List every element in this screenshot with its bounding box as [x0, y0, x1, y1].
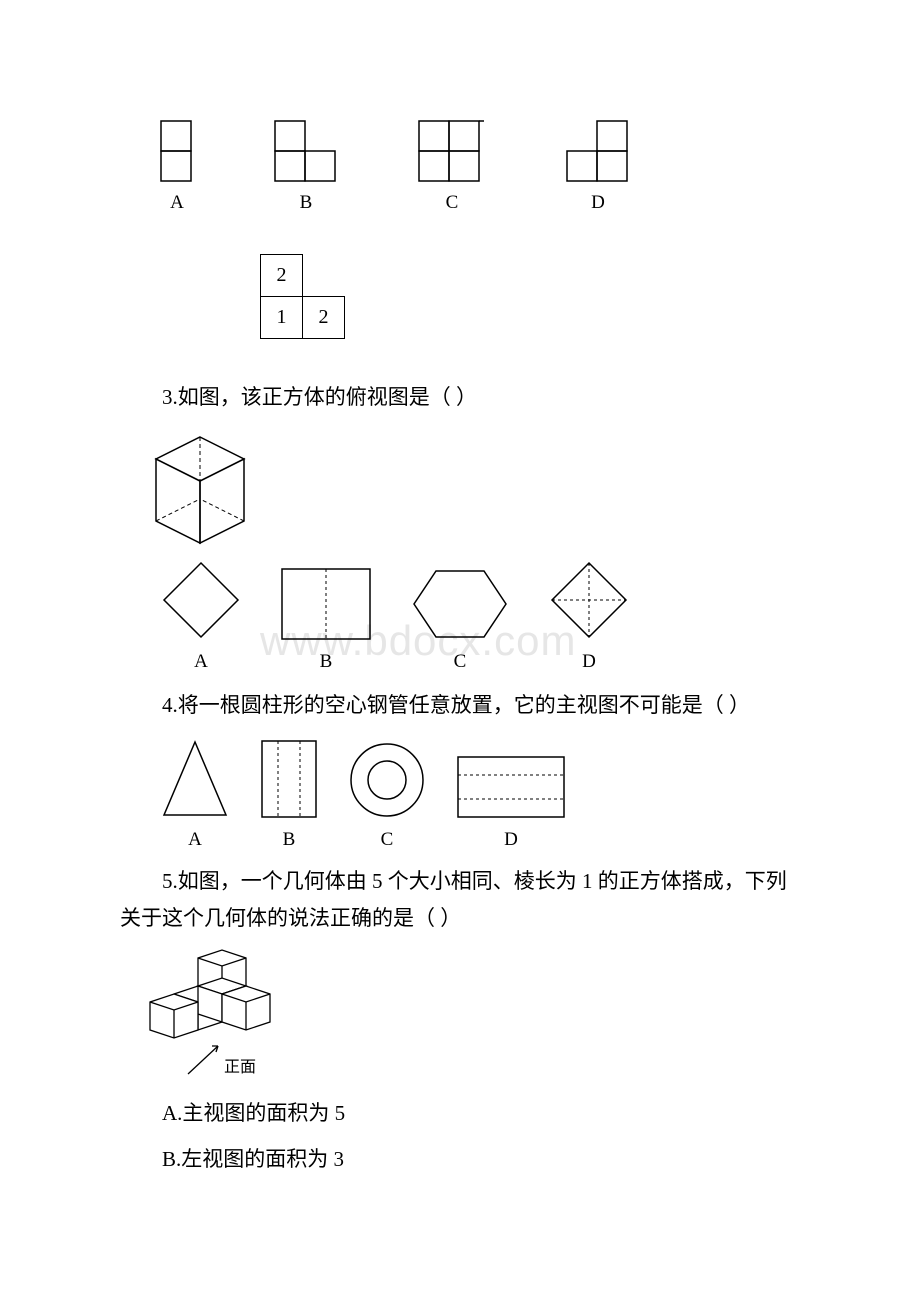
q5-text: 5.如图，一个几何体由 5 个大小相同、棱长为 1 的正方体搭成，下列关于这个几…: [120, 863, 800, 939]
q4-c-label: C: [381, 829, 394, 851]
option-c: C: [418, 120, 486, 214]
q4-option-c: C: [348, 741, 426, 851]
q4-a-label: A: [188, 829, 202, 851]
option-b: B: [274, 120, 338, 214]
opt-b-label: B: [300, 192, 313, 214]
opt-c-label: C: [446, 192, 459, 214]
q-prev-options: A B C D: [160, 120, 800, 214]
q3-option-d: D: [548, 559, 630, 673]
q4-a-figure: [160, 739, 230, 819]
q5-front-label: 正面: [224, 1059, 256, 1076]
q3-cube-figure: [140, 431, 800, 551]
q5-optA: A.主视图的面积为 5: [120, 1094, 800, 1134]
q3-b-figure: [280, 567, 372, 641]
q3-option-c: C: [410, 567, 510, 673]
opt-c-figure: [418, 120, 486, 182]
option-d: D: [566, 120, 630, 214]
q4-option-a: A: [160, 739, 230, 851]
q4-b-label: B: [283, 829, 296, 851]
q3-option-a: A: [160, 559, 242, 673]
opt-a-figure: [160, 120, 194, 182]
q4-d-label: D: [504, 829, 518, 851]
q4-option-b: B: [260, 739, 318, 851]
q3-d-figure: [548, 559, 630, 641]
q3-a-label: A: [194, 651, 208, 673]
q3-c-label: C: [454, 651, 467, 673]
q4-option-d: D: [456, 755, 566, 851]
q3-b-label: B: [320, 651, 333, 673]
q3-a-figure: [160, 559, 242, 641]
option-a: A: [160, 120, 194, 214]
q5-figure: 正面: [140, 946, 800, 1086]
q3-c-figure: [410, 567, 510, 641]
q4-options: A B C D: [160, 739, 800, 851]
opt-a-label: A: [170, 192, 184, 214]
opt-d-label: D: [591, 192, 605, 214]
q4-text: 4.将一根圆柱形的空心钢管任意放置，它的主视图不可能是（ ）: [120, 687, 800, 725]
q5-optB: B.左视图的面积为 3: [120, 1140, 800, 1180]
q3-text: 3.如图，该正方体的俯视图是（ ）: [120, 379, 800, 417]
grid-cell: 1: [261, 297, 303, 339]
number-grid: 2 1 2: [260, 254, 800, 339]
q3-d-label: D: [582, 651, 596, 673]
grid-empty: [303, 255, 345, 297]
grid-cell: 2: [303, 297, 345, 339]
opt-b-figure: [274, 120, 338, 182]
q4-d-figure: [456, 755, 566, 819]
grid-cell: 2: [261, 255, 303, 297]
q3-options: A B C: [160, 559, 800, 673]
q4-c-figure: [348, 741, 426, 819]
q4-b-figure: [260, 739, 318, 819]
q3-option-b: B: [280, 567, 372, 673]
opt-d-figure: [566, 120, 630, 182]
